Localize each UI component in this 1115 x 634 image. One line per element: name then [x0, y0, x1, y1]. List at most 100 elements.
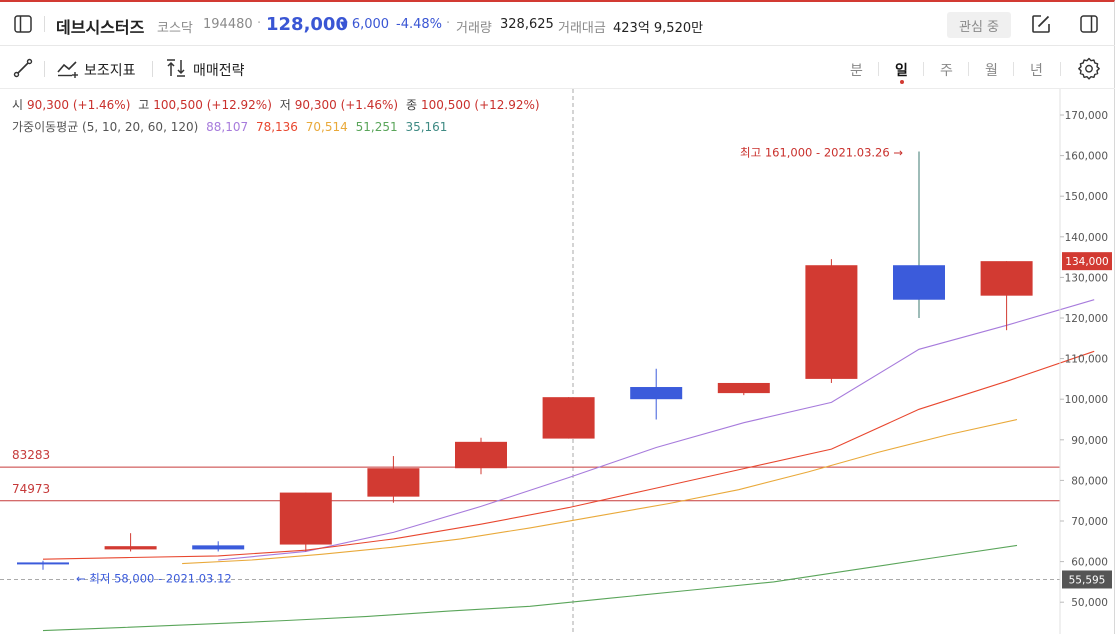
candlestick[interactable]	[980, 261, 1033, 331]
candle-body	[455, 441, 507, 469]
candle-body	[17, 562, 69, 565]
period-tab-month[interactable]: 월	[985, 63, 998, 79]
low-value: 90,300 (+1.46%)	[294, 98, 399, 112]
period-tab-minute[interactable]: 분	[850, 63, 863, 79]
divider	[1060, 62, 1061, 76]
current-price: 128,000	[266, 14, 348, 35]
indicator-icon[interactable]	[56, 57, 80, 79]
separator-dot: ·	[257, 16, 262, 31]
candle-body	[717, 382, 770, 394]
ma-label: 가중이동평균 (5, 10, 20, 60, 120)	[12, 120, 199, 134]
divider	[1013, 62, 1014, 76]
y-tick-label: 60,000	[1071, 557, 1108, 569]
y-tick-label: 130,000	[1065, 272, 1108, 284]
active-period-dot	[900, 80, 904, 84]
candle-body	[630, 387, 683, 400]
y-tick-label: 150,000	[1065, 191, 1108, 203]
candlestick[interactable]	[279, 492, 332, 552]
divider	[878, 62, 879, 76]
settings-gear-icon[interactable]	[1077, 56, 1101, 80]
ma60-value: 51,251	[355, 120, 398, 134]
candlestick[interactable]	[893, 151, 945, 318]
divider	[968, 62, 969, 76]
candle-body	[893, 265, 945, 300]
candle-body	[980, 261, 1033, 296]
close-label: 종	[405, 98, 417, 112]
price-change: ▼ 6,000	[340, 17, 389, 32]
candlestick[interactable]	[455, 437, 507, 475]
amount-label: 거래대금	[558, 21, 606, 36]
current-price-tag-label: 134,000	[1065, 256, 1108, 268]
candlestick[interactable]	[104, 533, 157, 552]
high-label: 고	[138, 98, 150, 112]
candle-body	[192, 545, 245, 550]
ma120-value: 35,161	[405, 120, 448, 134]
period-tab-year[interactable]: 년	[1030, 63, 1043, 79]
watchlist-button[interactable]: 관심 중	[947, 12, 1011, 38]
current-price-tag	[1062, 252, 1112, 271]
ma10-value: 78,136	[255, 120, 298, 134]
price-change-pct: -4.48%	[396, 17, 442, 32]
separator-dot: ·	[446, 16, 451, 31]
chart-canvas[interactable]: 83283 74973 50,000 60,000 70,000 80,000 90,00…	[0, 89, 1115, 634]
candlestick[interactable]	[367, 456, 420, 503]
candle-body	[805, 265, 858, 379]
divider	[44, 61, 45, 77]
candlestick[interactable]	[17, 560, 69, 570]
ma-legend: 가중이동평균 (5, 10, 20, 60, 120) 88,107 78,13…	[12, 118, 451, 135]
stock-header: 데브시스터즈 코스닥 194480 · 128,000 ▼ 6,000 -4.4…	[0, 2, 1115, 46]
period-tab-day[interactable]: 일	[895, 63, 908, 79]
down-arrow-icon: ▼	[340, 20, 348, 31]
price-chart[interactable]: 83283 74973 50,000 60,000 70,000 80,000 90,00…	[0, 89, 1115, 634]
ohlc-legend: 시 90,300 (+1.46%) 고 100,500 (+12.92%) 저 90,…	[12, 96, 544, 113]
y-tick-label: 80,000	[1071, 475, 1108, 487]
high-annotation: 최고 161,000 - 2021.03.26 →	[740, 146, 903, 160]
divider	[152, 61, 153, 77]
low-annotation: ← 최저 58,000 - 2021.03.12	[76, 572, 232, 586]
y-tick-label: 140,000	[1065, 232, 1108, 244]
y-tick-label: 120,000	[1065, 313, 1108, 325]
indicator-button[interactable]: 보조지표	[84, 63, 136, 79]
y-tick-label: 50,000	[1071, 597, 1108, 609]
candlestick[interactable]	[192, 541, 245, 552]
sidebar-toggle-icon[interactable]	[12, 13, 34, 35]
divider	[923, 62, 924, 76]
ma-line-0	[218, 299, 1095, 561]
crosshair-price-tag-label: 55,595	[1069, 574, 1106, 586]
market-label: 코스닥	[157, 21, 193, 36]
volume-value: 328,625	[500, 17, 554, 32]
candlestick[interactable]	[630, 368, 683, 420]
amount-value: 423억 9,520만	[613, 21, 704, 36]
candlestick[interactable]	[717, 382, 770, 396]
strategy-button[interactable]: 매매전략	[193, 63, 245, 79]
divider	[44, 16, 45, 32]
close-value: 100,500 (+12.92%)	[420, 98, 540, 112]
drawing-tool-icon[interactable]	[12, 57, 34, 79]
y-tick-label: 70,000	[1071, 516, 1108, 528]
high-value: 100,500 (+12.92%)	[153, 98, 272, 112]
open-value: 90,300 (+1.46%)	[27, 98, 131, 112]
ma20-value: 70,514	[305, 120, 348, 134]
y-tick-label: 160,000	[1065, 151, 1108, 163]
price-change-value: 6,000	[351, 17, 390, 32]
candle-body	[104, 546, 157, 550]
edit-icon[interactable]	[1030, 13, 1052, 35]
candle-body	[542, 397, 595, 439]
candlestick[interactable]	[805, 259, 858, 383]
candle-body	[367, 468, 420, 497]
y-tick-label: 90,000	[1071, 435, 1108, 447]
stock-name[interactable]: 데브시스터즈	[56, 18, 145, 37]
open-label: 시	[12, 98, 24, 112]
y-tick-label: 170,000	[1065, 110, 1108, 122]
y-tick-label: 110,000	[1065, 354, 1108, 366]
horizontal-line-label: 74973	[12, 482, 50, 496]
ma5-value: 88,107	[206, 120, 249, 134]
candle-body	[279, 492, 332, 545]
panel-toggle-icon[interactable]	[1078, 13, 1100, 35]
ma-line-1	[42, 350, 1095, 560]
period-tab-week[interactable]: 주	[940, 63, 953, 79]
candlestick[interactable]	[542, 397, 595, 439]
ma-line-2	[182, 418, 1018, 565]
strategy-icon[interactable]	[164, 57, 188, 79]
low-label: 저	[279, 98, 291, 112]
